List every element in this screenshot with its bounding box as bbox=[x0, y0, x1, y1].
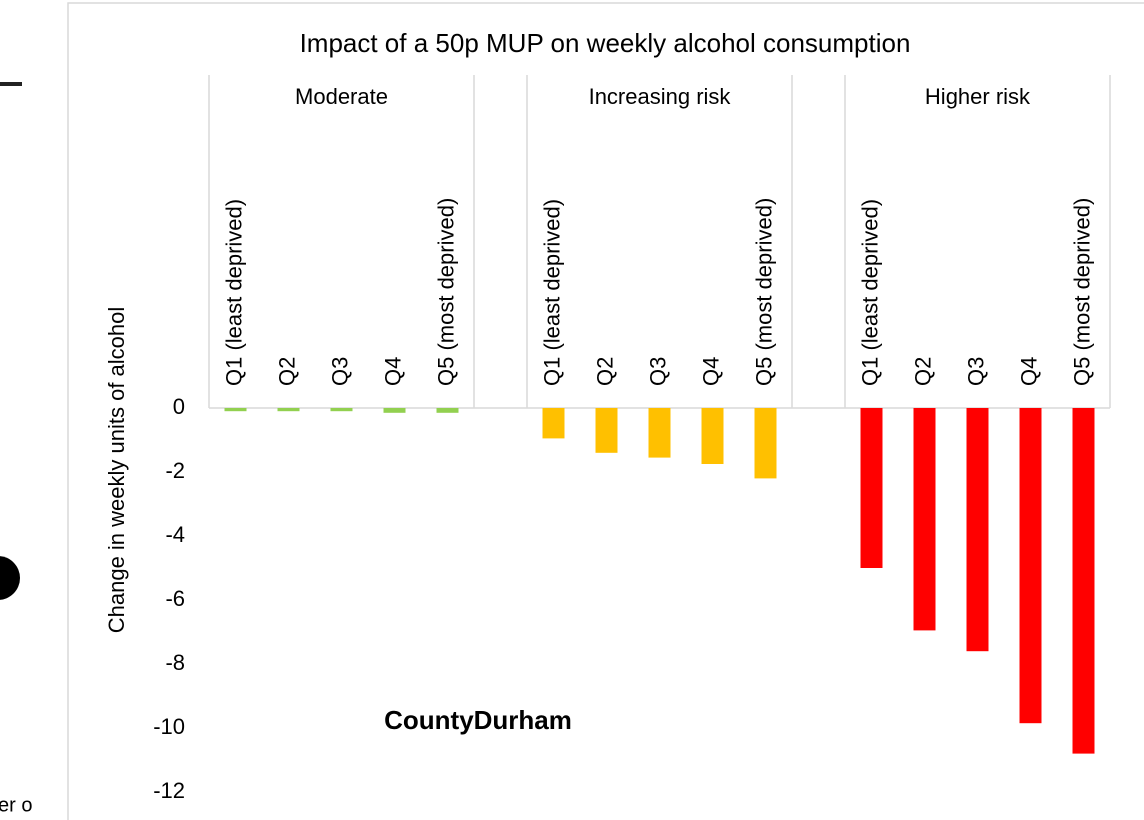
y-tick-label: -12 bbox=[153, 778, 185, 803]
bar bbox=[1072, 408, 1095, 754]
x-tick-label: Q4 bbox=[380, 357, 405, 386]
x-tick-label: Q2 bbox=[592, 357, 617, 386]
bar bbox=[436, 408, 459, 413]
y-tick-label: -8 bbox=[165, 650, 185, 675]
y-axis-label: Change in weekly units of alcohol bbox=[104, 307, 129, 634]
group-label: Increasing risk bbox=[589, 84, 732, 109]
x-tick-label: Q4 bbox=[698, 357, 723, 386]
y-tick-label: -2 bbox=[165, 458, 185, 483]
group-label: Moderate bbox=[295, 84, 388, 109]
bar bbox=[330, 408, 353, 412]
bar bbox=[277, 408, 300, 412]
bar bbox=[1019, 408, 1042, 724]
x-tick-label: Q1 (least deprived) bbox=[539, 199, 564, 386]
bar bbox=[595, 408, 618, 453]
bar bbox=[701, 408, 724, 464]
x-tick-label: Q5 (most deprived) bbox=[1069, 198, 1094, 386]
y-tick-label: 0 bbox=[173, 394, 185, 419]
x-tick-label: Q2 bbox=[910, 357, 935, 386]
bar bbox=[754, 408, 777, 479]
x-tick-label: Q1 (least deprived) bbox=[221, 199, 246, 386]
bar bbox=[383, 408, 406, 413]
bar bbox=[913, 408, 936, 631]
x-tick-label: Q1 (least deprived) bbox=[857, 199, 882, 386]
bar bbox=[648, 408, 671, 458]
bar bbox=[966, 408, 989, 652]
fragment-text: er o bbox=[0, 794, 32, 816]
x-tick-label: Q5 (most deprived) bbox=[751, 198, 776, 386]
x-tick-label: Q5 (most deprived) bbox=[433, 198, 458, 386]
annotation: CountyDurham bbox=[384, 705, 572, 735]
group-label: Higher risk bbox=[925, 84, 1031, 109]
y-tick-label: -6 bbox=[165, 586, 185, 611]
x-tick-label: Q3 bbox=[963, 357, 988, 386]
x-tick-label: Q3 bbox=[645, 357, 670, 386]
fragment-circle bbox=[0, 556, 20, 600]
chart-title: Impact of a 50p MUP on weekly alcohol co… bbox=[300, 28, 911, 58]
bar bbox=[542, 408, 565, 439]
y-tick-label: -4 bbox=[165, 522, 185, 547]
x-tick-label: Q4 bbox=[1016, 357, 1041, 386]
x-tick-label: Q3 bbox=[327, 357, 352, 386]
bar bbox=[860, 408, 883, 568]
bar bbox=[224, 408, 247, 412]
x-tick-label: Q2 bbox=[274, 357, 299, 386]
y-tick-label: -10 bbox=[153, 714, 185, 739]
